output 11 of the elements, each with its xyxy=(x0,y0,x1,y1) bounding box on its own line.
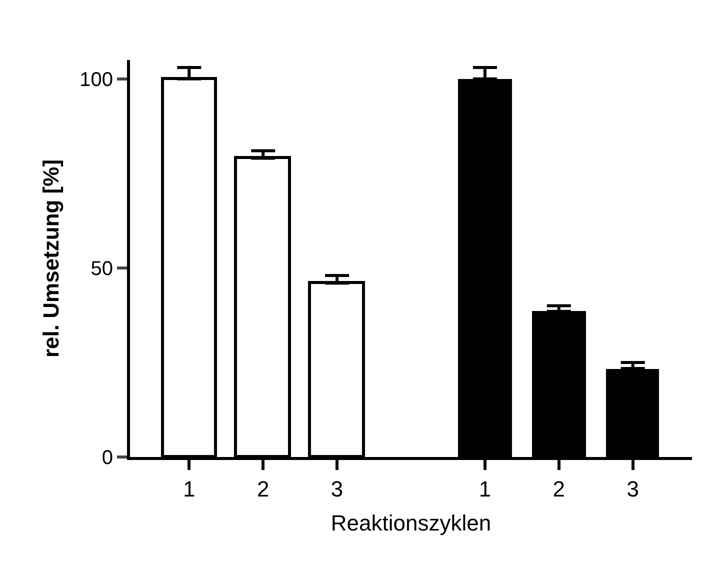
y-tick-label: 50 xyxy=(90,258,113,280)
x-tick-label: 3 xyxy=(626,476,639,502)
x-tick-label: 2 xyxy=(256,476,270,502)
y-tick-label: 0 xyxy=(102,447,113,469)
x-tick-label: 2 xyxy=(552,476,566,502)
x-tick-label: 1 xyxy=(478,476,492,502)
x-tick-label: 1 xyxy=(183,476,196,502)
x-tick-label: 3 xyxy=(330,476,344,502)
y-tick-label: 100 xyxy=(80,68,113,91)
x-axis-title: Reaktionszyklen xyxy=(330,510,492,536)
y-axis-title: rel. Umsetzung [%] xyxy=(38,159,64,358)
